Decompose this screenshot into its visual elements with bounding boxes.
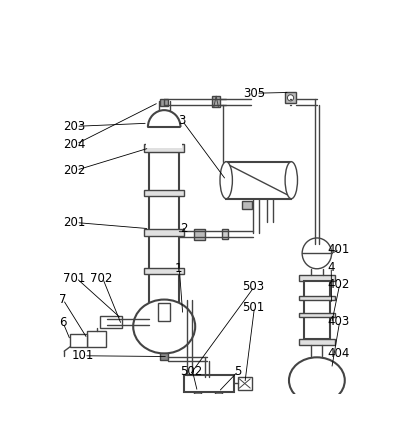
Ellipse shape bbox=[220, 162, 232, 199]
Ellipse shape bbox=[287, 95, 293, 101]
Text: 503: 503 bbox=[242, 280, 264, 293]
Bar bbox=[299, 275, 335, 281]
Text: 501: 501 bbox=[242, 301, 264, 314]
Bar bbox=[184, 375, 234, 392]
Text: 6: 6 bbox=[59, 316, 66, 329]
Bar bbox=[221, 229, 228, 239]
Text: 4: 4 bbox=[327, 261, 335, 274]
Bar bbox=[299, 296, 335, 300]
Text: 701: 701 bbox=[63, 272, 86, 284]
Ellipse shape bbox=[285, 162, 297, 199]
Bar bbox=[238, 377, 252, 390]
Bar bbox=[144, 313, 185, 321]
Text: 403: 403 bbox=[327, 315, 349, 328]
Ellipse shape bbox=[289, 358, 345, 404]
Bar bbox=[215, 392, 222, 398]
Bar bbox=[194, 392, 202, 398]
Text: 404: 404 bbox=[327, 347, 349, 360]
Bar bbox=[160, 99, 168, 105]
Text: 305: 305 bbox=[243, 87, 265, 100]
Bar bbox=[70, 334, 88, 346]
Text: 203: 203 bbox=[63, 120, 86, 133]
Bar bbox=[299, 339, 335, 345]
Bar bbox=[311, 408, 323, 416]
Text: 101: 101 bbox=[71, 349, 93, 362]
Text: 5: 5 bbox=[234, 365, 241, 378]
Ellipse shape bbox=[133, 299, 195, 354]
Bar bbox=[100, 316, 122, 328]
Bar bbox=[226, 162, 291, 199]
Bar bbox=[158, 303, 170, 321]
Bar bbox=[88, 331, 106, 346]
Bar bbox=[194, 229, 205, 240]
Bar bbox=[147, 127, 182, 148]
Bar bbox=[242, 201, 252, 209]
Bar bbox=[304, 281, 330, 339]
Bar bbox=[299, 313, 335, 317]
Text: 702: 702 bbox=[90, 272, 112, 284]
Text: 202: 202 bbox=[63, 164, 86, 177]
Text: 204: 204 bbox=[63, 137, 86, 151]
Bar bbox=[149, 152, 179, 313]
Text: 1: 1 bbox=[175, 262, 183, 275]
Bar bbox=[144, 268, 185, 274]
Bar bbox=[144, 190, 185, 196]
Bar bbox=[285, 93, 296, 103]
Bar bbox=[212, 96, 220, 107]
Bar bbox=[160, 354, 168, 360]
Text: 201: 201 bbox=[63, 216, 86, 229]
Ellipse shape bbox=[302, 238, 331, 269]
Text: 401: 401 bbox=[327, 243, 349, 256]
Ellipse shape bbox=[148, 110, 181, 144]
Text: 2: 2 bbox=[180, 222, 187, 235]
Text: 7: 7 bbox=[59, 293, 66, 306]
Bar bbox=[144, 144, 185, 152]
Text: 3: 3 bbox=[178, 114, 185, 128]
Text: 402: 402 bbox=[327, 278, 349, 291]
Text: 502: 502 bbox=[180, 365, 202, 378]
Bar bbox=[144, 229, 185, 236]
